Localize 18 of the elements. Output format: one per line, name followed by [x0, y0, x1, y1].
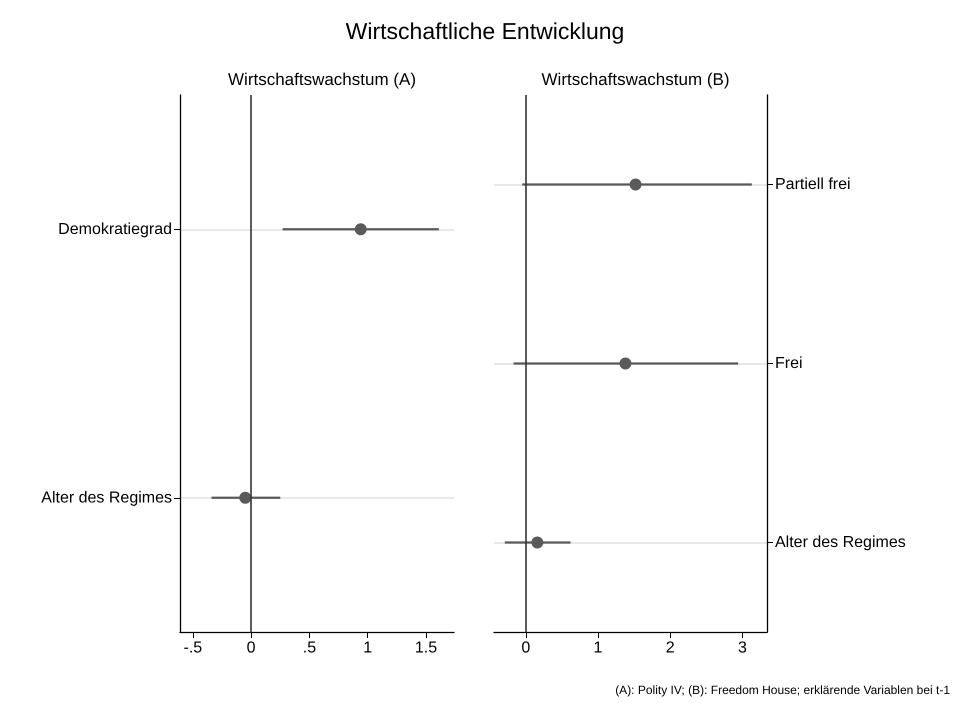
x-tick-label: 1 — [594, 640, 603, 656]
y-tick-label: Partiell frei — [775, 176, 851, 193]
y-tick-label: Alter des Regimes — [775, 534, 906, 551]
text: (A): Polity IV; (B): Freedom House; erklärende Variablen bei t-1 — [615, 683, 950, 697]
x-tick-label: 3 — [738, 640, 747, 656]
y-tick-label: Frei — [775, 355, 803, 372]
x-tick-label: .5 — [302, 640, 316, 656]
chart-subtitle: Wirtschaftswachstum (B) — [542, 70, 730, 89]
x-tick-label: 0 — [246, 640, 256, 656]
x-tick-label: 1 — [363, 640, 372, 656]
y-tick-label: Alter des Regimes — [41, 489, 172, 506]
x-tick-label: 0 — [521, 640, 530, 656]
chart-subtitle: Wirtschaftswachstum (A) — [228, 70, 416, 89]
x-tick-label: 2 — [666, 640, 675, 656]
x-tick-label: -.5 — [183, 640, 202, 656]
chart-title: Wirtschaftliche Entwicklung — [344, 18, 626, 45]
y-tick-label: Demokratiegrad — [58, 220, 172, 238]
x-tick-label: 1.5 — [414, 640, 438, 656]
